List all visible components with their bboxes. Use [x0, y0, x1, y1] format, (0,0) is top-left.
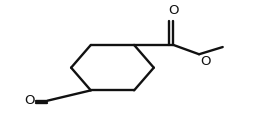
Text: O: O: [168, 4, 179, 17]
Text: O: O: [24, 94, 35, 107]
Text: O: O: [200, 55, 211, 68]
